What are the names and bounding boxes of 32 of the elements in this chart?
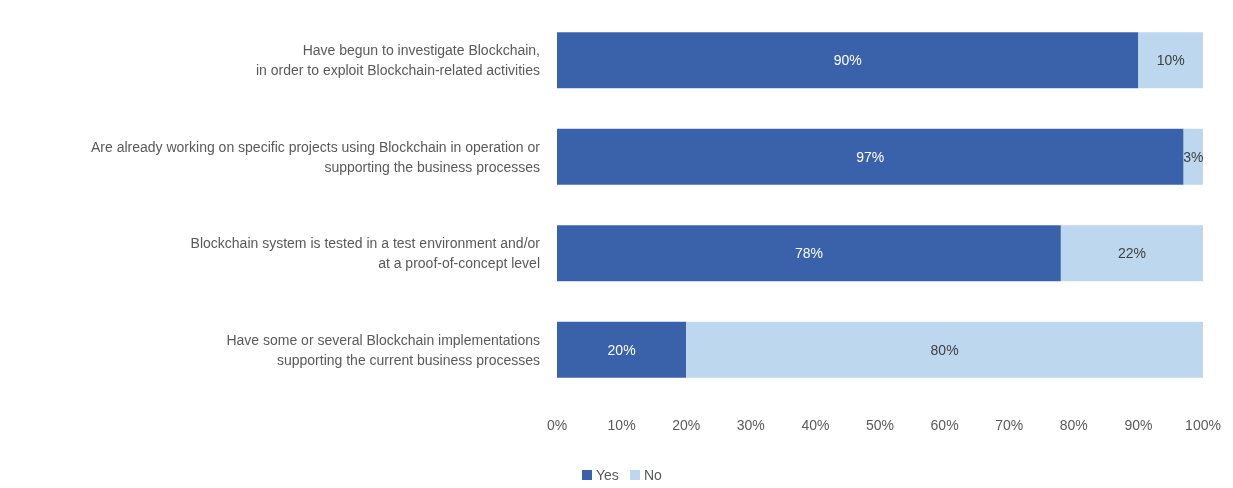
data-label: 3% bbox=[1183, 148, 1204, 165]
bar bbox=[557, 32, 1139, 89]
y-tick-label: Have begun to investigate Blockchain, in order to exploit Blockchain-related activities bbox=[255, 42, 540, 79]
x-tick-label: 100% bbox=[1185, 417, 1221, 433]
bar bbox=[557, 225, 1061, 282]
x-tick-label: 80% bbox=[1059, 417, 1088, 433]
legend-label: No bbox=[644, 467, 663, 483]
data-label: 22% bbox=[1117, 245, 1146, 262]
data-label: 90% bbox=[833, 52, 862, 69]
x-tick-label: 90% bbox=[1124, 417, 1153, 433]
y-tick-label: Have some or several Blockchain implementations supporting the current business processes bbox=[226, 331, 540, 368]
x-tick-label: 20% bbox=[672, 417, 701, 433]
x-tick-label: 70% bbox=[995, 417, 1024, 433]
data-label: 97% bbox=[856, 148, 885, 165]
x-tick-label: 60% bbox=[930, 417, 959, 433]
y-tick-label: Are already working on specific projects using Blockchain in operation or supporting the business processes bbox=[90, 138, 541, 175]
data-label: 78% bbox=[794, 245, 823, 262]
bar bbox=[686, 321, 1203, 378]
data-label: 80% bbox=[930, 341, 959, 358]
data-label: 20% bbox=[607, 341, 636, 358]
x-tick-label: 30% bbox=[736, 417, 765, 433]
x-tick-label: 10% bbox=[607, 417, 636, 433]
bar bbox=[1138, 32, 1203, 89]
bar bbox=[557, 321, 687, 378]
bar bbox=[1060, 225, 1203, 282]
x-tick-label: 50% bbox=[865, 417, 895, 433]
bar bbox=[557, 128, 1184, 185]
x-tick-label: 40% bbox=[801, 417, 830, 433]
data-label: 10% bbox=[1156, 52, 1185, 69]
legend-label: Yes bbox=[596, 467, 619, 483]
x-tick-label: 0% bbox=[546, 417, 568, 433]
y-tick-label: Blockchain system is tested in a test environment and/or at a proof-of-concept level bbox=[190, 235, 541, 272]
